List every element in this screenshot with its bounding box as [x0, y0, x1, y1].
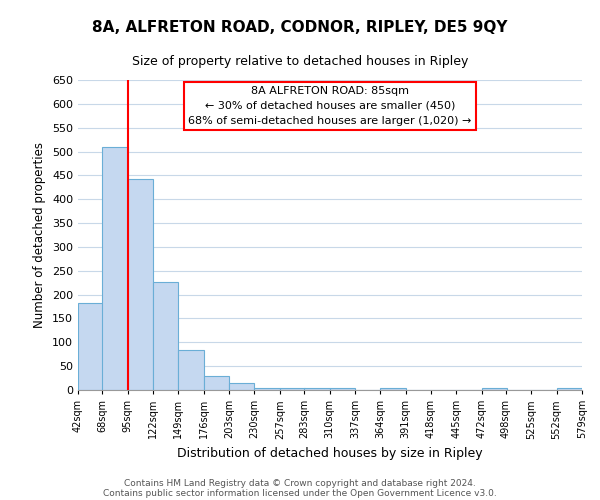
Bar: [128, 178, 153, 390]
Y-axis label: Number of detached properties: Number of detached properties: [34, 142, 46, 328]
Bar: [103, 147, 128, 390]
Text: Size of property relative to detached houses in Ripley: Size of property relative to detached ho…: [132, 55, 468, 68]
Text: Contains public sector information licensed under the Open Government Licence v3: Contains public sector information licen…: [103, 488, 497, 498]
Bar: [153, 282, 178, 390]
Bar: [254, 388, 280, 390]
Bar: [380, 388, 406, 390]
Bar: [557, 388, 582, 390]
Text: 8A, ALFRETON ROAD, CODNOR, RIPLEY, DE5 9QY: 8A, ALFRETON ROAD, CODNOR, RIPLEY, DE5 9…: [92, 20, 508, 35]
Text: Contains HM Land Registry data © Crown copyright and database right 2024.: Contains HM Land Registry data © Crown c…: [124, 478, 476, 488]
Bar: [304, 388, 329, 390]
Bar: [329, 388, 355, 390]
Bar: [280, 388, 305, 390]
X-axis label: Distribution of detached houses by size in Ripley: Distribution of detached houses by size …: [177, 447, 483, 460]
Bar: [204, 376, 229, 390]
Bar: [178, 350, 204, 390]
Bar: [229, 384, 254, 390]
Bar: [78, 302, 103, 390]
Bar: [482, 388, 507, 390]
Text: 8A ALFRETON ROAD: 85sqm
← 30% of detached houses are smaller (450)
68% of semi-d: 8A ALFRETON ROAD: 85sqm ← 30% of detache…: [188, 86, 472, 126]
